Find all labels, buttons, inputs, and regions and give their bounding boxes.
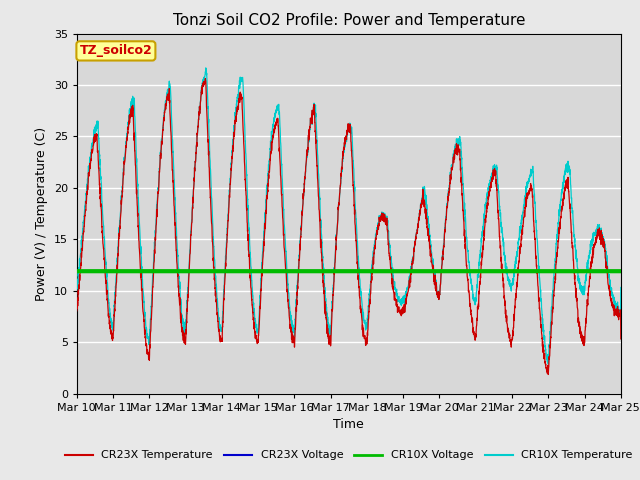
Y-axis label: Power (V) / Temperature (C): Power (V) / Temperature (C) xyxy=(35,127,48,300)
Legend: CR23X Temperature, CR23X Voltage, CR10X Voltage, CR10X Temperature: CR23X Temperature, CR23X Voltage, CR10X … xyxy=(60,446,637,465)
Text: TZ_soilco2: TZ_soilco2 xyxy=(79,44,152,58)
Title: Tonzi Soil CO2 Profile: Power and Temperature: Tonzi Soil CO2 Profile: Power and Temper… xyxy=(173,13,525,28)
X-axis label: Time: Time xyxy=(333,418,364,431)
